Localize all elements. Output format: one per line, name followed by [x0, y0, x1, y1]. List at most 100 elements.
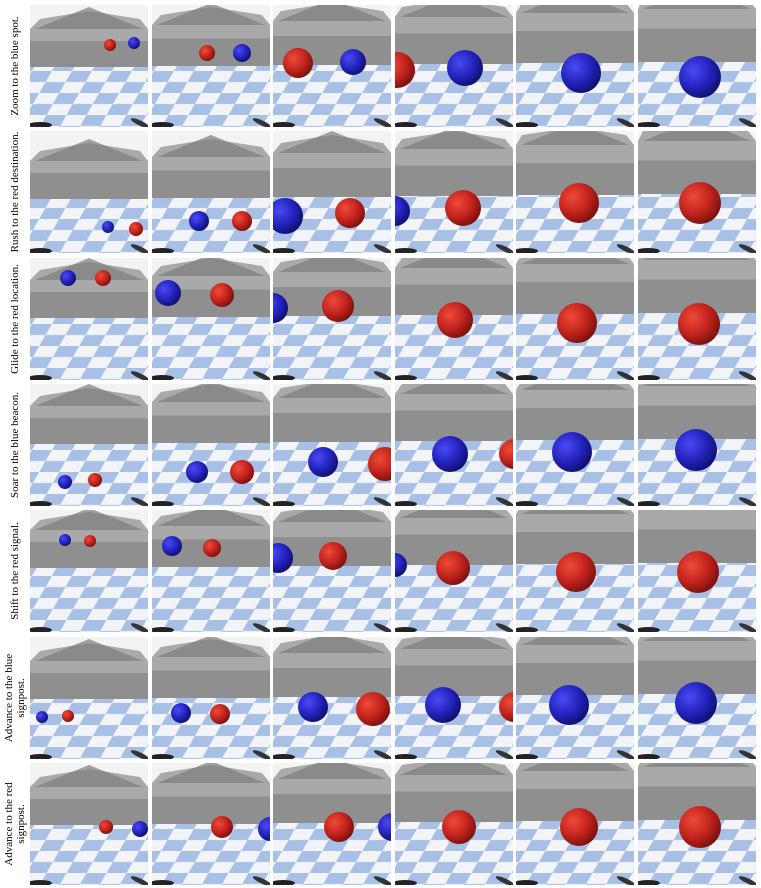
- shadow: [252, 876, 270, 885]
- sphere: [283, 48, 313, 78]
- frame: [394, 5, 513, 127]
- shadow: [495, 623, 513, 633]
- floor: [151, 823, 270, 885]
- building-wall: [394, 410, 513, 441]
- frame: [637, 636, 756, 759]
- sphere: [319, 542, 347, 571]
- sphere: [559, 183, 599, 224]
- sphere: [678, 805, 721, 848]
- shadow: [516, 122, 538, 127]
- sphere: [36, 710, 48, 723]
- roof: [521, 131, 629, 146]
- frame: [30, 383, 148, 506]
- floor: [273, 315, 391, 380]
- shadow: [130, 623, 148, 633]
- sphere: [62, 709, 74, 722]
- frame: [30, 257, 148, 380]
- shadow: [616, 876, 634, 885]
- sphere: [209, 703, 230, 724]
- sphere: [128, 37, 140, 49]
- floor: [30, 317, 148, 380]
- floor: [151, 198, 270, 254]
- shadow: [151, 122, 174, 127]
- shadow: [252, 749, 270, 759]
- building-wall: [151, 670, 270, 698]
- shadow: [616, 118, 634, 127]
- roof: [278, 510, 386, 523]
- sphere: [198, 45, 215, 61]
- sphere: [298, 691, 328, 722]
- sphere: [674, 428, 717, 471]
- roof: [399, 257, 508, 268]
- shadow: [151, 248, 174, 254]
- roof: [156, 383, 265, 402]
- frame: [637, 383, 756, 506]
- shadow: [616, 370, 634, 380]
- shadow: [373, 118, 391, 127]
- shadow: [495, 118, 513, 127]
- shadow: [130, 370, 148, 380]
- shadow: [394, 500, 417, 506]
- roof: [278, 257, 386, 272]
- building-wall: [30, 173, 148, 200]
- shadow: [738, 749, 756, 759]
- roof: [399, 636, 508, 649]
- frame: [394, 383, 513, 506]
- frame: [151, 257, 270, 380]
- roof: [521, 383, 629, 390]
- shadow: [616, 623, 634, 633]
- building-wall: [151, 796, 270, 824]
- row-label: Advance to the blue signpost.: [3, 653, 27, 742]
- frame: [151, 131, 270, 254]
- roof: [35, 764, 143, 787]
- shadow: [273, 627, 295, 633]
- shadow: [30, 374, 52, 380]
- row-label: Soar to the blue beacon.: [9, 391, 21, 498]
- roof: [156, 636, 265, 657]
- sphere: [435, 551, 470, 586]
- frame: [30, 762, 148, 885]
- roof: [642, 257, 751, 260]
- shadow: [130, 497, 148, 506]
- sphere: [273, 198, 303, 235]
- building-wall: [273, 412, 391, 442]
- shadow: [373, 370, 391, 380]
- shadow: [151, 627, 174, 633]
- sphere: [498, 438, 513, 469]
- sphere: [229, 459, 254, 484]
- floor: [30, 67, 148, 127]
- shadow: [495, 876, 513, 885]
- row-label: Zoom to the blue spot.: [9, 16, 21, 116]
- frame: [516, 131, 634, 254]
- roof: [35, 383, 143, 406]
- sphere: [394, 52, 415, 88]
- shadow: [516, 500, 538, 506]
- shadow: [394, 879, 417, 885]
- sphere: [394, 196, 410, 227]
- roof: [278, 383, 386, 398]
- sphere: [368, 446, 391, 481]
- frame: [151, 383, 270, 506]
- sphere: [88, 472, 102, 487]
- building-wall: [151, 170, 270, 199]
- sphere: [424, 686, 461, 723]
- roof: [35, 510, 143, 531]
- roof: [521, 5, 629, 13]
- shadow: [516, 248, 538, 254]
- frame: [273, 5, 391, 127]
- shadow: [738, 623, 756, 633]
- sphere: [322, 289, 354, 322]
- sphere: [560, 807, 598, 846]
- roof: [399, 383, 508, 394]
- shadow: [130, 118, 148, 127]
- roof: [278, 5, 386, 21]
- sphere: [170, 702, 191, 723]
- row-label: Rush to the red destination.: [9, 131, 21, 253]
- roof: [156, 510, 265, 527]
- roof: [642, 636, 751, 641]
- building-wall: [30, 417, 148, 444]
- roof: [156, 135, 265, 158]
- sphere: [273, 543, 293, 574]
- roof: [521, 762, 629, 771]
- floor: [30, 568, 148, 633]
